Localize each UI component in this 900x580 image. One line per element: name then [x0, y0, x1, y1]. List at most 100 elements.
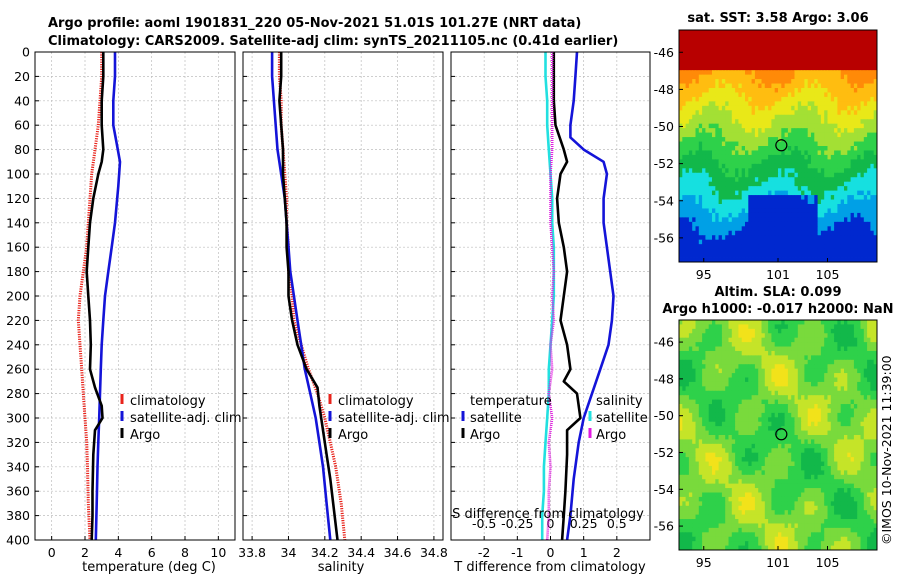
sst-cell — [850, 204, 855, 209]
sla-cell — [705, 430, 710, 436]
sst-cell — [781, 226, 785, 232]
sst-cell — [754, 226, 759, 232]
sst-cell — [837, 70, 842, 76]
sla-cell — [787, 364, 792, 370]
sla-cell — [830, 412, 835, 418]
sst-cell — [764, 190, 769, 196]
sst-cell — [748, 212, 752, 218]
sst-cell — [685, 253, 690, 258]
sst-cell — [764, 146, 769, 151]
sla-cell — [721, 395, 726, 401]
sst-cell — [698, 226, 703, 232]
sla-cell — [837, 421, 842, 427]
sst-cell — [708, 226, 713, 232]
sst-cell — [718, 65, 723, 71]
sla-cell — [718, 421, 723, 427]
sla-cell — [801, 417, 805, 423]
sst-cell — [754, 208, 759, 214]
sla-cell — [784, 355, 789, 361]
sst-cell — [725, 141, 729, 147]
sst-cell — [830, 110, 835, 116]
sla-cell — [801, 346, 805, 352]
sst-cell — [811, 257, 815, 263]
sst-cell — [728, 163, 733, 169]
sst-cell — [682, 119, 686, 125]
sst-cell — [857, 154, 861, 160]
sla-cell — [679, 320, 683, 325]
sla-cell — [698, 386, 703, 392]
sst-cell — [830, 150, 835, 156]
sst-cell — [771, 146, 776, 151]
sla-cell — [745, 377, 749, 383]
sst-cell — [685, 137, 690, 142]
sla-cell — [784, 328, 789, 334]
sla-cell — [857, 364, 861, 370]
sst-cell — [698, 235, 703, 241]
sst-cell — [804, 30, 809, 35]
sst-cell — [738, 239, 743, 245]
sst-cell — [801, 257, 805, 263]
sst-cell — [781, 105, 785, 111]
sst-cell — [834, 168, 838, 174]
sst-cell — [794, 47, 799, 53]
sst-cell — [698, 221, 703, 227]
sla-cell — [873, 333, 878, 339]
sla-cell — [738, 328, 743, 334]
sla-cell — [814, 355, 818, 361]
sla-cell — [811, 395, 815, 401]
sst-cell — [787, 212, 792, 218]
sst-cell — [685, 217, 690, 223]
sst-cell — [824, 119, 828, 125]
sla-cell — [679, 373, 683, 378]
sst-cell — [731, 235, 736, 241]
sla-cell — [751, 359, 756, 365]
sst-cell — [771, 119, 776, 125]
sst-cell — [741, 217, 746, 223]
sla-cell — [718, 328, 723, 334]
sst-cell — [867, 83, 871, 89]
sla-cell — [768, 328, 772, 334]
sst-cell — [797, 88, 802, 93]
sla-cell — [797, 435, 802, 440]
sst-cell — [827, 141, 832, 147]
sla-cell — [794, 421, 799, 427]
sst-cell — [850, 61, 855, 67]
sst-cell — [712, 253, 716, 258]
sla-cell — [824, 404, 828, 409]
sla-cell — [850, 390, 855, 396]
sst-cell — [834, 56, 838, 62]
depth-tick-label: 320 — [6, 435, 30, 450]
sst-cell — [797, 47, 802, 53]
sst-cell — [860, 114, 865, 120]
sla-cell — [784, 404, 789, 409]
depth-tick-label: 360 — [6, 484, 30, 499]
sla-cell — [682, 404, 686, 409]
sla-cell — [695, 342, 700, 347]
sla-cell — [751, 390, 756, 396]
sla-cell — [735, 426, 739, 431]
sla-cell — [688, 421, 693, 427]
sst-cell — [764, 235, 769, 241]
sst-cell — [837, 159, 842, 165]
sst-cell — [794, 119, 799, 125]
sla-cell — [688, 373, 693, 378]
sla-cell — [807, 395, 812, 401]
sla-cell — [728, 412, 733, 418]
sst-cell — [820, 212, 825, 218]
sst-cell — [761, 150, 766, 156]
sst-cell — [771, 168, 776, 174]
sla-cell — [811, 426, 815, 431]
sst-cell — [794, 96, 799, 102]
sst-cell — [751, 88, 756, 93]
sla-cell — [771, 320, 776, 325]
sst-cell — [745, 146, 749, 151]
sst-cell — [702, 244, 706, 250]
sst-cell — [688, 110, 693, 116]
sla-cell — [774, 421, 779, 427]
sst-cell — [781, 141, 785, 147]
sst-cell — [758, 230, 762, 236]
sst-cell — [824, 177, 828, 183]
sst-cell — [748, 217, 752, 223]
sla-cell — [751, 350, 756, 356]
sla-cell — [718, 404, 723, 409]
